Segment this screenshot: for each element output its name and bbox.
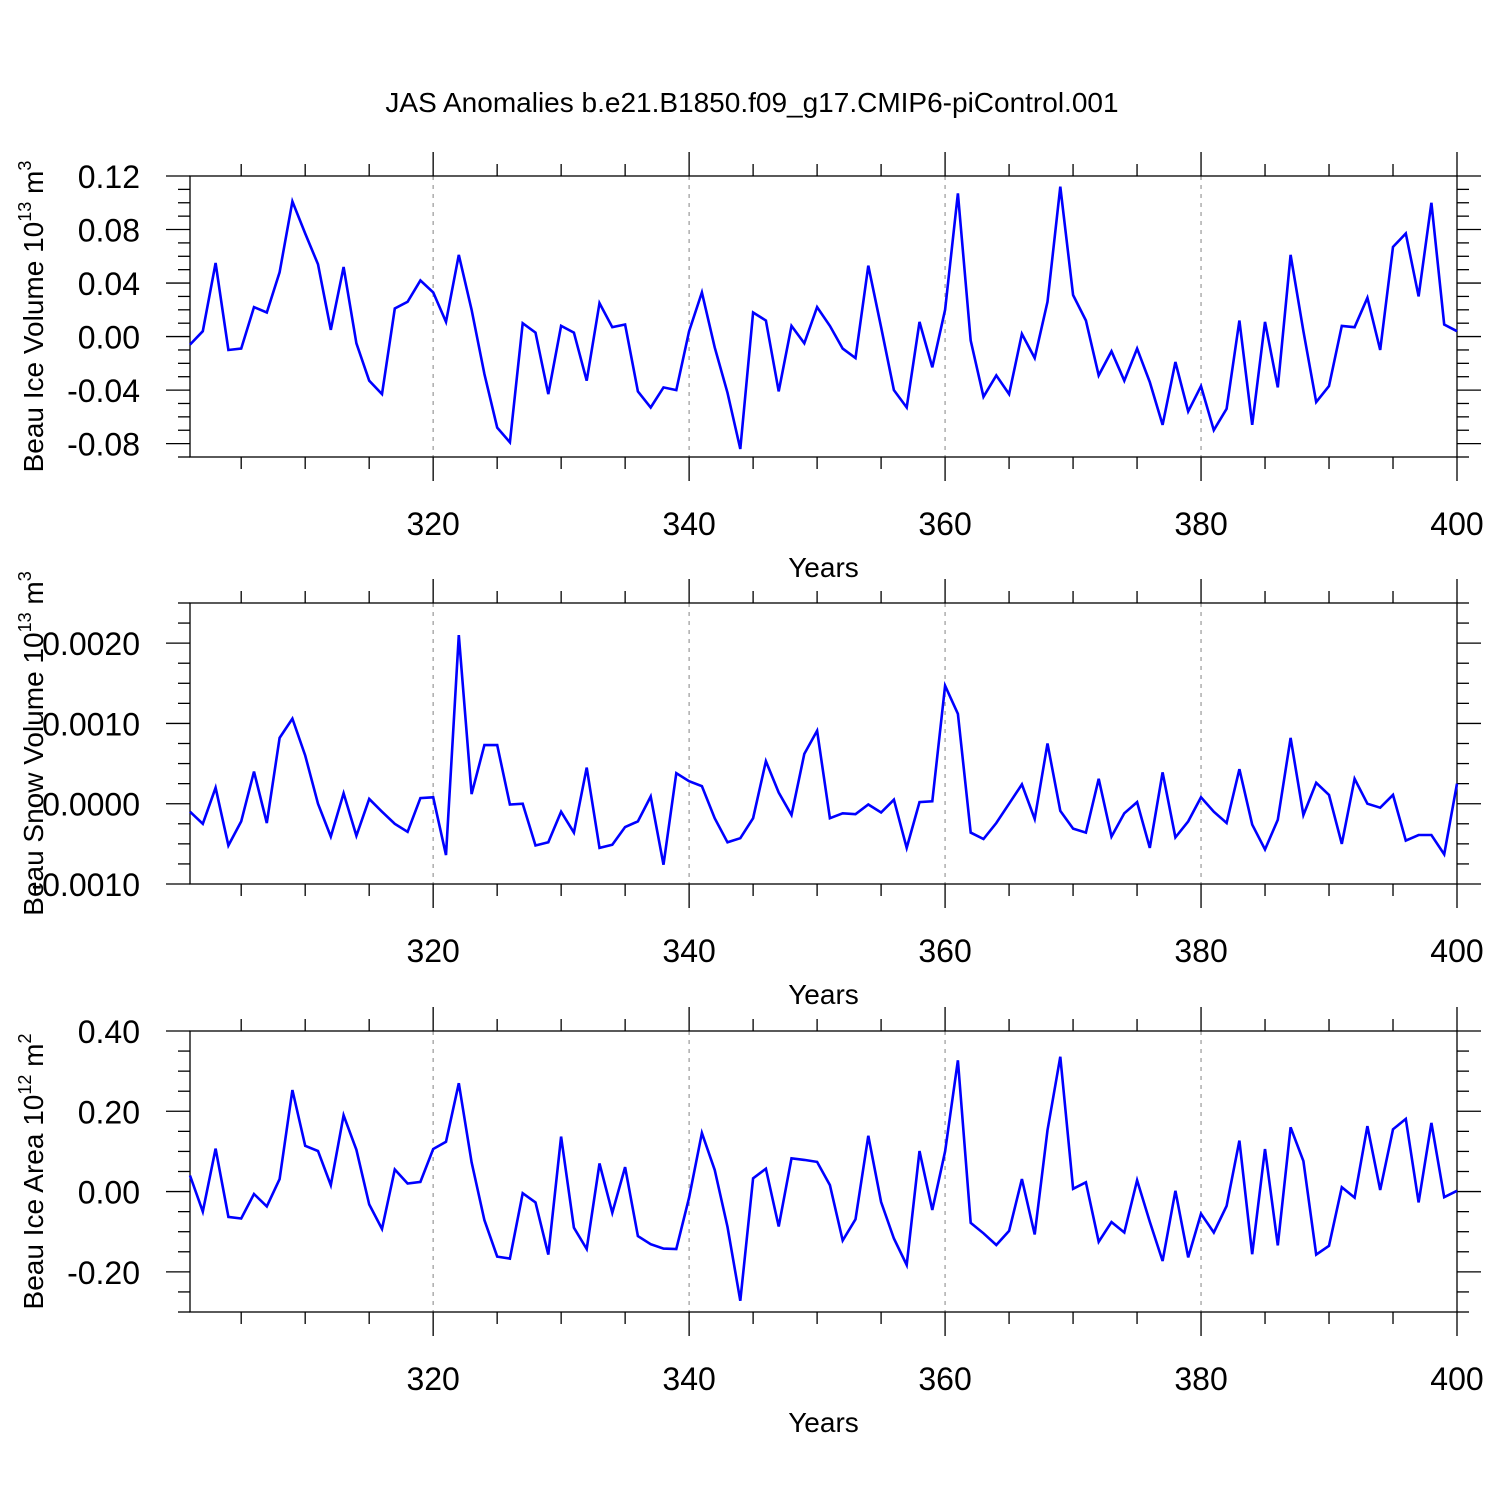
chart-title: JAS Anomalies b.e21.B1850.f09_g17.CMIP6-… bbox=[385, 87, 1118, 118]
series-line bbox=[189, 186, 1458, 450]
series-line bbox=[188, 1056, 1458, 1302]
y-tick-label: 0.04 bbox=[78, 266, 140, 302]
y-tick-label: -0.08 bbox=[67, 427, 140, 463]
y-tick-label: -0.0010 bbox=[31, 867, 140, 903]
y-tick-label: 0.20 bbox=[78, 1094, 140, 1130]
x-tick-label: 380 bbox=[1174, 1361, 1227, 1397]
x-tick-label: 320 bbox=[406, 1361, 459, 1397]
x-tick-label: 320 bbox=[406, 506, 459, 542]
x-axis-title: Years bbox=[788, 1407, 859, 1438]
panel-2: -0.0010 0.0000 0.0010 0.0020 320 340 360 380 400… bbox=[15, 571, 1484, 1010]
x-tick-label: 380 bbox=[1174, 506, 1227, 542]
panel-1: -0.08 -0.04 0.00 0.04 0.08 0.12 320 340 360 380 40… bbox=[15, 152, 1484, 583]
y-tick-label: 0.00 bbox=[78, 1175, 140, 1211]
x-tick-label: 360 bbox=[918, 506, 971, 542]
x-tick-label: 400 bbox=[1430, 1361, 1483, 1397]
y-axis-title: Beau Ice Volume 1013 m3 bbox=[15, 161, 49, 473]
plot-frame bbox=[189, 175, 1458, 458]
y-tick-label: 0.0000 bbox=[42, 787, 140, 823]
series-line bbox=[189, 634, 1459, 865]
y-tick-label: 0.40 bbox=[78, 1014, 140, 1050]
y-tick-label: 0.00 bbox=[78, 320, 140, 356]
panel-3: -0.20 0.00 0.20 0.40 320 340 360 380 400 Years Bea… bbox=[15, 1007, 1484, 1438]
y-tick-label: 0.0010 bbox=[42, 706, 140, 742]
x-tick-label: 340 bbox=[662, 1361, 715, 1397]
y-axis-title: Beau Snow Volume 1013 m3 bbox=[15, 571, 49, 915]
x-axis-title: Years bbox=[788, 552, 859, 583]
y-tick-label: 0.12 bbox=[78, 159, 140, 195]
x-tick-label: 400 bbox=[1430, 933, 1483, 969]
y-tick-label: 0.0020 bbox=[42, 626, 140, 662]
x-tick-label: 360 bbox=[918, 1361, 971, 1397]
x-tick-label: 340 bbox=[662, 933, 715, 969]
x-tick-label: 340 bbox=[662, 506, 715, 542]
y-tick-label: 0.08 bbox=[78, 213, 140, 249]
x-tick-label: 360 bbox=[918, 933, 971, 969]
x-tick-label: 320 bbox=[406, 933, 459, 969]
x-tick-label: 380 bbox=[1174, 933, 1227, 969]
x-axis-title: Years bbox=[788, 979, 859, 1010]
y-tick-label: -0.04 bbox=[67, 373, 140, 409]
y-tick-label: -0.20 bbox=[67, 1255, 140, 1291]
x-tick-label: 400 bbox=[1430, 506, 1483, 542]
y-axis-title: Beau Ice Area 1012 m2 bbox=[15, 1034, 49, 1310]
